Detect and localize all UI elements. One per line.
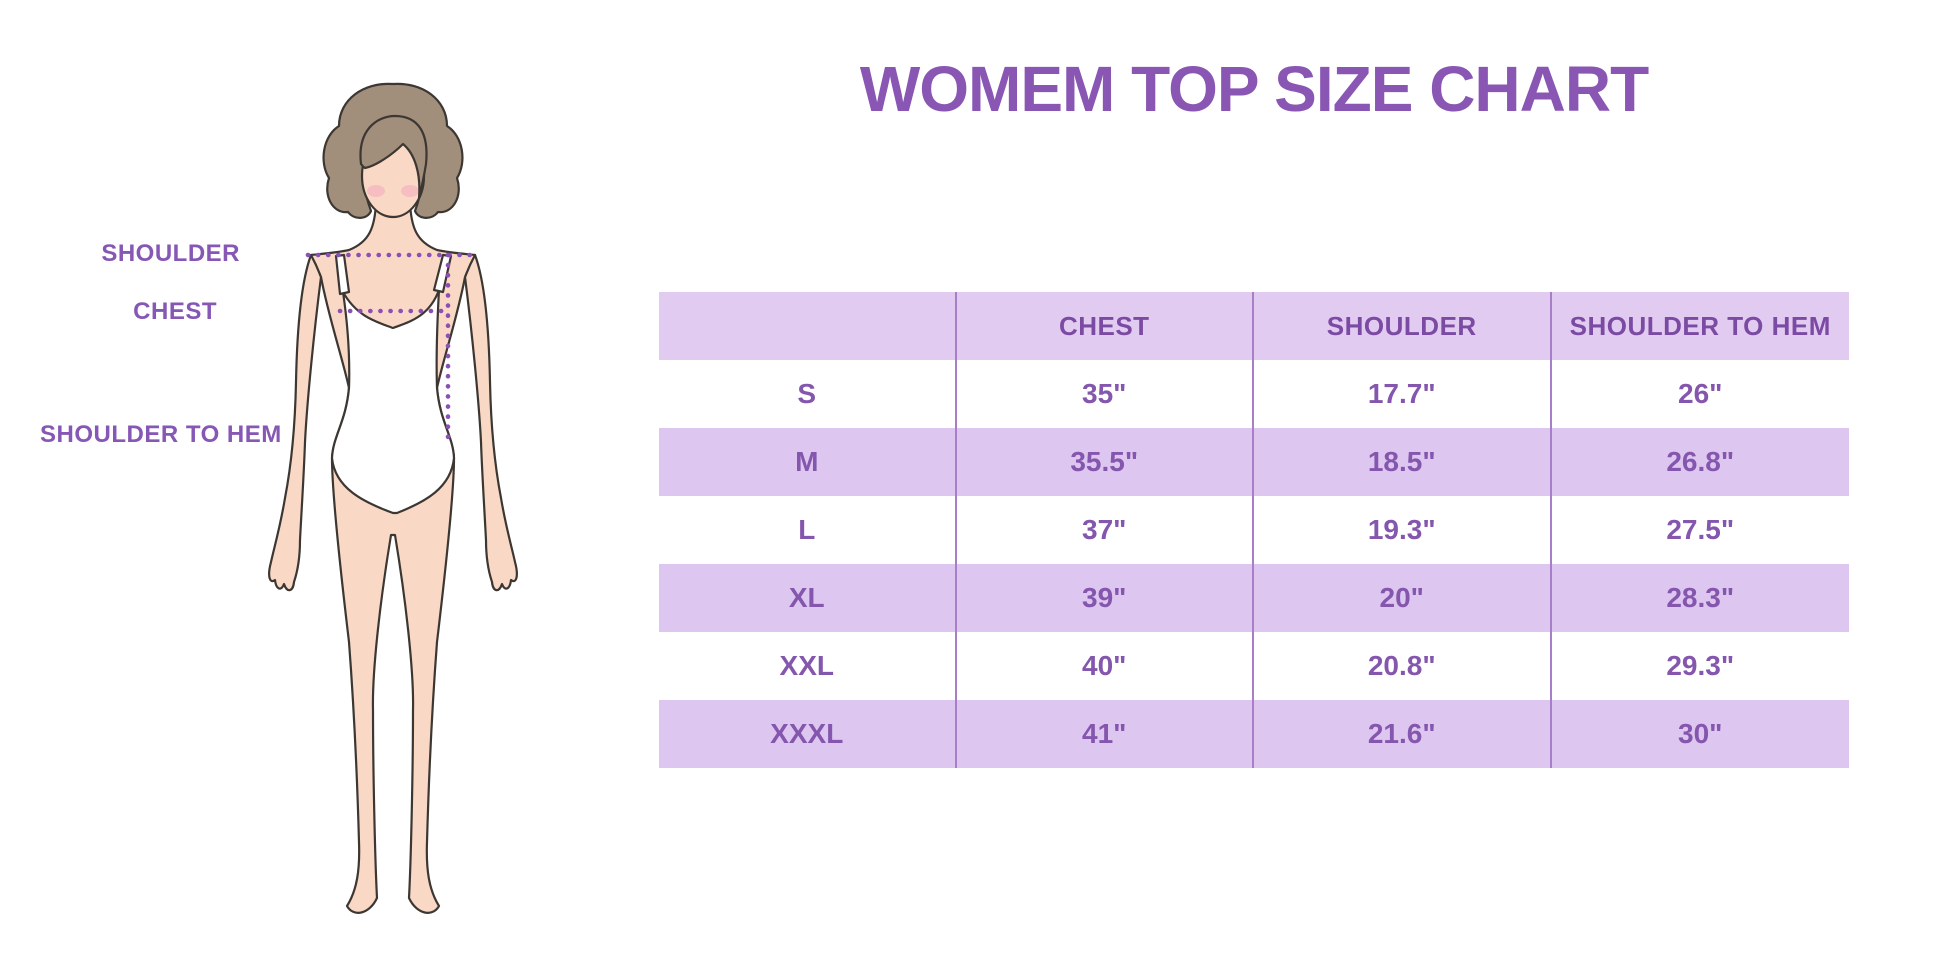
table-row: XL 39" 20" 28.3" — [659, 564, 1849, 632]
shoulder-to-hem-cell: 30" — [1678, 718, 1723, 749]
figure-blush-left — [367, 185, 385, 197]
shoulder-cell: 20" — [1254, 564, 1552, 632]
size-table: CHEST SHOULDER SHOULDER TO HEM S 35" 17.… — [659, 292, 1849, 768]
page-title: WOMEM TOP SIZE CHART — [859, 53, 1649, 125]
woman-figure-illustration — [268, 82, 518, 914]
chest-cell: 35" — [957, 360, 1254, 428]
figure-camisole — [330, 288, 456, 515]
figure-bangs — [359, 114, 428, 200]
table-row: XXXL 41" 21.6" 30" — [659, 700, 1849, 768]
size-cell: XL — [659, 564, 957, 632]
figure-label-chest: CHEST — [133, 298, 217, 325]
shoulder-to-hem-cell: 26" — [1678, 378, 1723, 409]
size-cell: S — [659, 360, 957, 428]
shoulder-cell: 18.5" — [1254, 428, 1552, 496]
chest-cell: 37" — [957, 496, 1254, 564]
table-row: XXL 40" 20.8" 29.3" — [659, 632, 1849, 700]
shoulder-to-hem-cell: 29.3" — [1666, 650, 1735, 681]
header-cell-shoulder-to-hem: SHOULDER TO HEM — [1569, 310, 1831, 341]
figure-label-shoulder: SHOULDER — [101, 240, 240, 267]
figure-left-strap — [334, 253, 351, 296]
size-cell: L — [659, 496, 957, 564]
header-cell-chest: CHEST — [957, 292, 1254, 360]
shoulder-cell: 17.7" — [1254, 360, 1552, 428]
table-row: S 35" 17.7" 26" — [659, 360, 1849, 428]
figure-left-arm — [268, 253, 323, 592]
header-cell-size — [659, 292, 957, 360]
figure-blush-right — [401, 185, 419, 197]
shoulder-cell: 20.8" — [1254, 632, 1552, 700]
figure-right-arm — [463, 253, 518, 592]
measurement-figure: SHOULDER CHEST SHOULDER TO HEM — [0, 0, 600, 973]
size-cell: XXL — [659, 632, 957, 700]
table-row: L 37" 19.3" 27.5" — [659, 496, 1849, 564]
figure-label-shoulder-to-hem: SHOULDER TO HEM — [40, 421, 282, 448]
chest-cell: 40" — [957, 632, 1254, 700]
figure-body — [309, 200, 477, 914]
table-row: M 35.5" 18.5" 26.8" — [659, 428, 1849, 496]
table-header-row: CHEST SHOULDER SHOULDER TO HEM — [659, 292, 1849, 360]
shoulder-to-hem-cell: 27.5" — [1666, 514, 1735, 545]
shoulder-to-hem-cell: 28.3" — [1666, 582, 1735, 613]
chest-cell: 35.5" — [957, 428, 1254, 496]
header-cell-shoulder: SHOULDER — [1254, 292, 1552, 360]
size-cell: M — [659, 428, 957, 496]
shoulder-cell: 19.3" — [1254, 496, 1552, 564]
size-cell: XXXL — [659, 700, 957, 768]
shoulder-to-hem-cell: 26.8" — [1666, 446, 1735, 477]
shoulder-cell: 21.6" — [1254, 700, 1552, 768]
chest-cell: 41" — [957, 700, 1254, 768]
chest-cell: 39" — [957, 564, 1254, 632]
